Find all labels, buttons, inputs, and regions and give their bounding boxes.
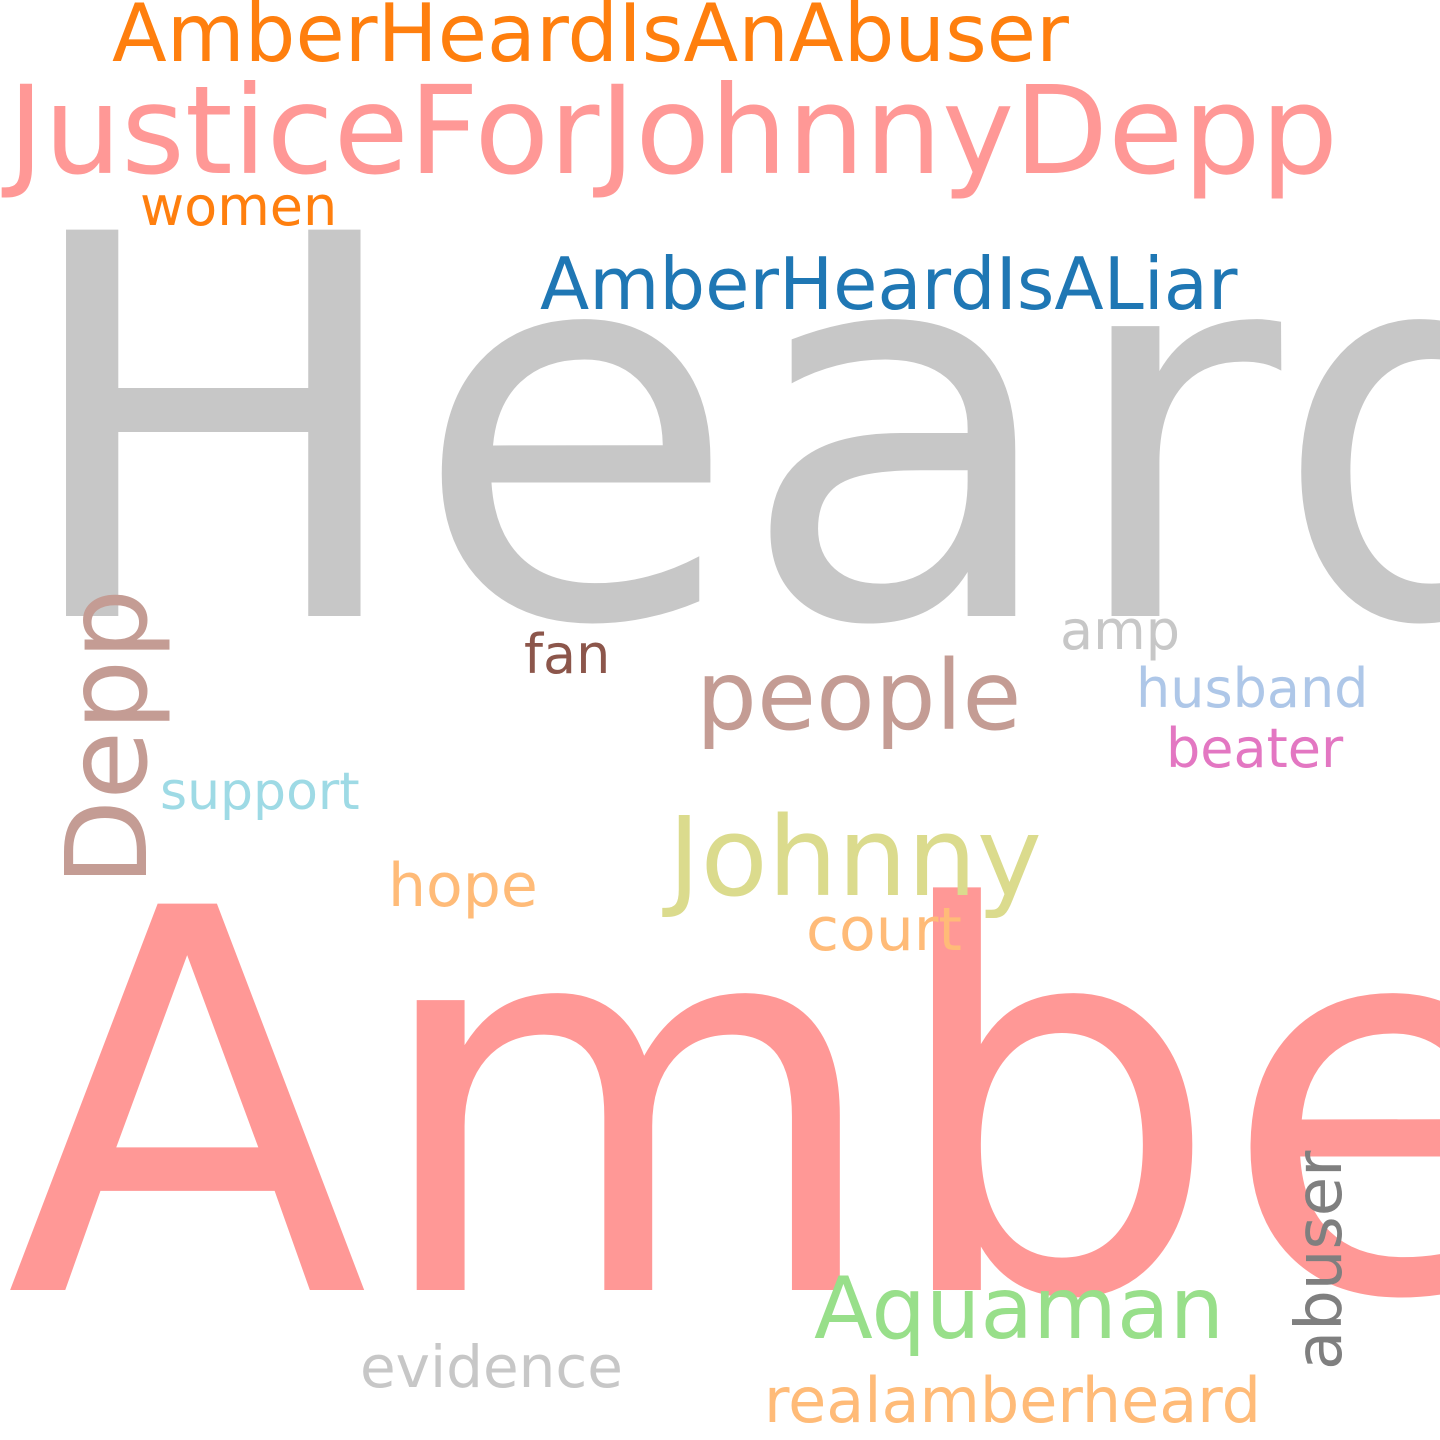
word-evidence: evidence [360, 1333, 623, 1401]
word-realamberheard: realamberheard [764, 1364, 1261, 1437]
word-husband: husband [1136, 657, 1369, 720]
word-support: support [160, 762, 360, 822]
word-abuser: abuser [1283, 1150, 1357, 1370]
word-amber-heard-is-a-liar: AmberHeardIsALiar [540, 242, 1238, 326]
word-johnny: Johnny [668, 793, 1042, 921]
word-heard: Heard [14, 124, 1440, 741]
word-women: women [140, 175, 338, 238]
word-depp: Depp [43, 588, 173, 886]
word-amber-heard-is-an-abuser: AmberHeardIsAnAbuser [112, 0, 1069, 80]
word-hope: hope [388, 851, 538, 921]
word-amp: amp [1060, 599, 1180, 662]
word-fan: fan [524, 623, 611, 686]
word-amber: Amber [6, 798, 1440, 1415]
word-aquaman: Aquaman [814, 1259, 1225, 1359]
word-beater: beater [1166, 717, 1344, 780]
word-people: people [696, 640, 1022, 752]
word-court: court [806, 895, 962, 965]
word-justice-for-johnny-depp: JusticeForJohnnyDepp [8, 60, 1339, 202]
